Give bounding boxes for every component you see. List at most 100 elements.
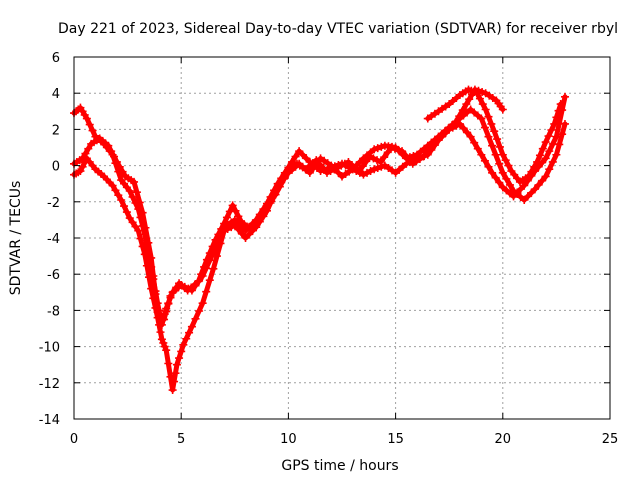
data-point	[373, 156, 382, 165]
data-point	[451, 118, 460, 127]
data-point	[135, 198, 144, 207]
series-line	[71, 87, 506, 322]
data-point	[459, 124, 468, 133]
data-point	[151, 290, 160, 299]
data-point	[394, 145, 403, 154]
data-point	[373, 164, 382, 173]
data-point	[405, 155, 414, 164]
y-tick-label: 6	[52, 51, 60, 66]
data-point	[560, 92, 569, 101]
data-point	[530, 162, 539, 171]
data-point	[191, 314, 200, 323]
x-tick-label: 10	[280, 432, 297, 447]
data-point	[477, 150, 486, 159]
data-point	[477, 114, 486, 123]
data-point	[275, 182, 284, 191]
data-point	[122, 208, 131, 217]
data-point	[401, 151, 410, 160]
data-point	[88, 126, 97, 135]
data-point	[333, 163, 342, 172]
data-point	[84, 144, 93, 153]
x-tick-label: 25	[602, 432, 619, 447]
data-point	[250, 220, 259, 229]
data-point	[462, 100, 471, 109]
data-point	[170, 377, 179, 386]
y-tick-label: 2	[52, 123, 60, 138]
data-point	[164, 359, 173, 368]
data-point	[78, 154, 87, 163]
x-tick-label: 5	[177, 432, 185, 447]
data-point	[458, 106, 467, 115]
data-point	[194, 277, 203, 286]
data-point	[340, 159, 349, 168]
x-axis-label: GPS time / hours	[281, 458, 398, 474]
data-point	[538, 176, 547, 185]
data-point	[144, 238, 153, 247]
data-point	[478, 100, 487, 109]
data-point	[271, 190, 280, 199]
data-point	[162, 307, 171, 316]
data-point	[131, 222, 140, 231]
data-point	[484, 112, 493, 121]
data-point	[533, 157, 542, 166]
data-point	[160, 342, 169, 351]
data-point	[487, 119, 496, 128]
y-tick-label: -14	[39, 413, 60, 428]
data-point	[211, 235, 220, 244]
data-point	[258, 210, 267, 219]
data-point	[110, 152, 119, 161]
data-point	[473, 89, 482, 98]
data-point	[220, 219, 229, 228]
data-point	[330, 165, 339, 174]
data-point	[155, 320, 164, 329]
data-point	[205, 249, 214, 258]
series-layer	[70, 85, 569, 395]
data-point	[505, 180, 514, 189]
y-tick-label: -2	[47, 196, 60, 211]
data-point	[202, 255, 211, 264]
data-point	[111, 186, 120, 195]
data-point	[291, 152, 300, 161]
data-point	[513, 188, 522, 197]
data-point	[128, 192, 137, 201]
data-point	[228, 201, 237, 210]
data-point	[369, 154, 378, 163]
data-point	[216, 239, 225, 248]
x-tick-label: 20	[495, 432, 512, 447]
data-point	[132, 188, 141, 197]
data-point	[398, 147, 407, 156]
data-point	[538, 144, 547, 153]
data-point	[182, 334, 191, 343]
data-point	[168, 386, 177, 395]
data-point	[214, 230, 223, 239]
x-tick-label: 15	[387, 432, 404, 447]
x-tick-label: 0	[70, 432, 78, 447]
data-point	[430, 138, 439, 147]
data-point	[523, 192, 532, 201]
data-point	[498, 150, 507, 159]
data-point	[545, 147, 554, 156]
data-point	[359, 170, 368, 179]
data-point	[166, 372, 175, 381]
data-point	[298, 150, 307, 159]
y-tick-label: 4	[52, 87, 60, 102]
data-point	[370, 145, 379, 154]
data-point	[380, 153, 389, 162]
data-point	[491, 173, 500, 182]
data-point	[516, 185, 525, 194]
data-point	[520, 181, 529, 190]
data-point	[365, 152, 374, 161]
data-point	[548, 157, 557, 166]
data-point	[208, 242, 217, 251]
data-point	[76, 167, 85, 176]
data-point	[541, 172, 550, 181]
data-point	[179, 340, 188, 349]
data-point	[78, 162, 87, 171]
data-point	[159, 338, 168, 347]
data-point	[488, 168, 497, 177]
data-point	[108, 181, 117, 190]
data-point	[209, 264, 218, 273]
data-point	[262, 203, 271, 212]
data-point	[337, 161, 346, 170]
data-point	[535, 151, 544, 160]
